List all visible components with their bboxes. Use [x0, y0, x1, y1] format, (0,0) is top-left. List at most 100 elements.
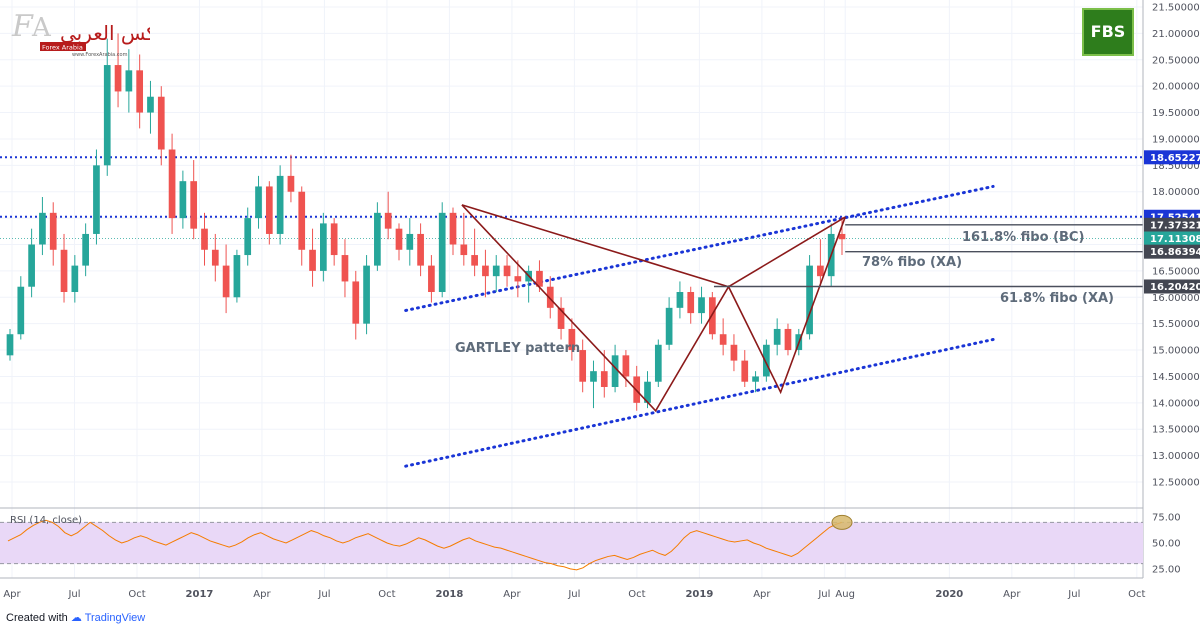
- candle-down: [201, 228, 208, 250]
- fibo-618-label: 61.8% fibo (XA): [1000, 291, 1114, 306]
- candle-down: [557, 307, 565, 329]
- time-tick-label: Apr: [503, 589, 521, 600]
- footer[interactable]: Created with ☁ TradingView: [6, 611, 145, 624]
- price-tick-label: 20.00000: [1152, 82, 1200, 93]
- candle-up: [93, 165, 100, 234]
- candle-up: [39, 212, 46, 245]
- channel-line: [404, 338, 995, 468]
- price-tick-label: 13.00000: [1152, 451, 1200, 462]
- candle-up: [806, 265, 813, 335]
- candle-down: [482, 265, 489, 277]
- candle-down: [298, 191, 306, 250]
- price-tag-value: 16.86394: [1150, 247, 1200, 258]
- site-url: www.ForexArabia.com: [72, 52, 128, 58]
- candle-up: [244, 218, 252, 256]
- candle-up: [363, 265, 370, 324]
- time-tick-label: Jul: [567, 589, 580, 600]
- candle-down: [330, 223, 338, 256]
- candle-down: [579, 350, 587, 382]
- candle-down: [568, 328, 576, 351]
- price-tag-value: 17.11308: [1150, 234, 1200, 245]
- time-tick-label: Oct: [378, 589, 395, 600]
- fibo-78-label: 78% fibo (XA): [862, 255, 962, 270]
- time-tick-label: 2020: [935, 589, 963, 600]
- rsi-axis[interactable]: 75.00 50.00 25.00: [1152, 513, 1181, 576]
- time-tick-label: 2018: [436, 589, 464, 600]
- price-tag-value: 17.52541: [1150, 212, 1200, 223]
- price-tag-value: 17.37321: [1150, 220, 1200, 231]
- candle-down: [211, 249, 219, 266]
- price-tag: [1144, 231, 1200, 246]
- footer-created: Created with: [6, 612, 68, 624]
- gartley-xb-line: [461, 204, 729, 288]
- candle-up: [698, 297, 705, 314]
- candle-down: [784, 328, 792, 351]
- price-tick-label: 16.50000: [1152, 266, 1200, 277]
- rsi-tick-label: 75.00: [1152, 513, 1181, 524]
- fibo-1618-label: 161.8% fibo (BC): [962, 230, 1084, 245]
- price-tag-value: 18.65227: [1150, 153, 1200, 164]
- candle-down: [190, 181, 198, 229]
- candle-up: [374, 212, 381, 266]
- price-tag: [1144, 217, 1200, 232]
- candle-down: [817, 265, 824, 277]
- candle-down: [622, 355, 630, 377]
- candle-up: [147, 96, 154, 113]
- candle-down: [730, 344, 738, 361]
- time-tick-label: Aug: [835, 589, 855, 600]
- candle-up: [28, 244, 35, 287]
- candle-down: [60, 249, 68, 292]
- rsi-band: [0, 522, 1143, 564]
- fbs-logo-text: FBS: [1090, 22, 1126, 41]
- candle-down: [687, 292, 695, 314]
- candle-down: [546, 286, 554, 308]
- candle-down: [287, 175, 295, 192]
- candle-down: [384, 212, 392, 229]
- time-tick-label: Oct: [628, 589, 645, 600]
- candle-down: [395, 228, 403, 250]
- svg-text:A: A: [31, 13, 52, 43]
- gartley-bd-line: [728, 216, 846, 288]
- candle-down: [222, 265, 230, 298]
- rsi-tick-label: 50.00: [1152, 539, 1181, 550]
- rsi-highlight-circle: [831, 514, 853, 530]
- candle-down: [838, 233, 846, 240]
- candle-up: [665, 307, 673, 345]
- candle-up: [82, 233, 89, 266]
- time-tick-label: Jul: [317, 589, 330, 600]
- time-tick-label: Apr: [253, 589, 271, 600]
- candle-up: [654, 344, 662, 382]
- candle-down: [309, 249, 316, 271]
- price-tick-label: 16.00000: [1152, 293, 1200, 304]
- candle-up: [644, 381, 651, 403]
- time-tick-label: Apr: [3, 589, 21, 600]
- time-tick-label: Apr: [753, 589, 771, 600]
- time-tick-label: Jul: [1067, 589, 1080, 600]
- footer-brand[interactable]: TradingView: [84, 612, 146, 624]
- svg-text:F: F: [11, 9, 34, 44]
- candle-down: [114, 65, 122, 92]
- candle-down: [460, 244, 468, 256]
- candle-up: [676, 292, 684, 308]
- candle-up: [179, 181, 187, 219]
- candle-down: [719, 334, 727, 345]
- price-tick-label: 14.00000: [1152, 398, 1200, 409]
- price-pane: [0, 0, 1143, 508]
- candle-up: [320, 223, 327, 271]
- time-axis[interactable]: Apr Jul Oct 2017 Apr Jul Oct 2018 Apr Jul Oct 2019 A…: [3, 589, 1145, 600]
- price-tag: [1144, 150, 1200, 165]
- forex-arabia-logo: F A الفوركس العربي Forex Arabia www.Fore…: [10, 4, 198, 70]
- candle-down: [449, 212, 457, 245]
- price-tick-label: 15.00000: [1152, 346, 1200, 357]
- candlesticks: [6, 33, 846, 411]
- time-tick-label: 2019: [685, 589, 713, 600]
- price-tick-label: 20.50000: [1152, 55, 1200, 66]
- time-tick-label: Jul: [817, 589, 830, 600]
- candle-up: [752, 376, 759, 382]
- candle-down: [168, 149, 176, 219]
- candle-down: [341, 255, 349, 282]
- candle-up: [276, 175, 284, 234]
- candle-down: [49, 212, 57, 250]
